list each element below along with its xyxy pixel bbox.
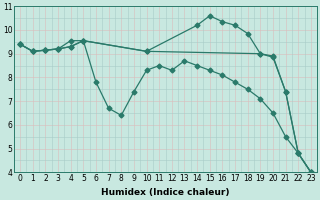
X-axis label: Humidex (Indice chaleur): Humidex (Indice chaleur) bbox=[101, 188, 230, 197]
